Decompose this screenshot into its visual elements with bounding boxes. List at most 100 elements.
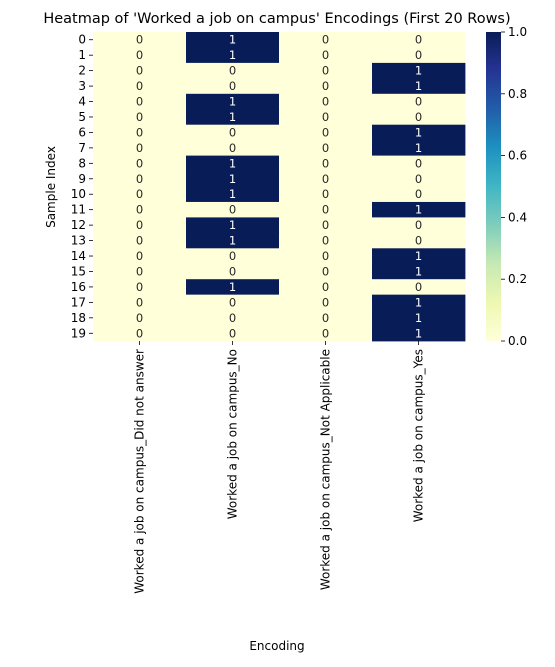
- heatmap-cell: [279, 171, 373, 187]
- cell-annotation: 0: [322, 280, 329, 294]
- heatmap-cell: [372, 155, 466, 172]
- cell-annotation: 1: [415, 79, 422, 93]
- cell-annotation: 0: [136, 125, 143, 139]
- cell-annotation: 0: [415, 48, 422, 62]
- heatmap-cell: [279, 294, 373, 311]
- heatmap-cell: [372, 201, 466, 218]
- cell-annotation: 0: [322, 141, 329, 155]
- y-tick-label: 17: [71, 295, 86, 309]
- cell-annotation: 0: [415, 33, 422, 47]
- heatmap-cell: [93, 93, 187, 110]
- y-tick-label: 4: [78, 95, 86, 109]
- heatmap-cell: [372, 78, 466, 95]
- y-tick-label: 19: [71, 326, 86, 340]
- heatmap-cell: [372, 263, 466, 280]
- cell-annotation: 1: [415, 141, 422, 155]
- heatmap-cell: [372, 62, 466, 79]
- heatmap-cell: [279, 217, 373, 234]
- heatmap-cell: [186, 186, 280, 203]
- cell-annotation: 1: [229, 33, 236, 47]
- cell-annotation: 0: [322, 125, 329, 139]
- heatmap-cell: [93, 201, 187, 218]
- heatmap-cell: [372, 171, 466, 187]
- cell-annotation: 1: [415, 125, 422, 139]
- colorbar-tick-label: 0.6: [508, 149, 527, 163]
- heatmap-cell: [372, 124, 466, 141]
- colorbar-tick-label: 1.0: [508, 25, 527, 39]
- y-tick-label: 14: [71, 249, 86, 263]
- heatmap-cell: [279, 32, 373, 48]
- heatmap-cell: [372, 310, 466, 326]
- cell-annotation: 0: [136, 110, 143, 124]
- heatmap-cell: [372, 186, 466, 203]
- cell-annotation: 0: [136, 249, 143, 263]
- heatmap-cell: [279, 62, 373, 79]
- cell-annotation: 1: [229, 187, 236, 201]
- cell-annotation: 1: [229, 48, 236, 62]
- cell-annotation: 0: [322, 156, 329, 170]
- y-tick-label: 2: [78, 64, 86, 78]
- cell-annotation: 0: [415, 110, 422, 124]
- y-tick-label: 10: [71, 187, 86, 201]
- heatmap-cell: [279, 248, 373, 265]
- cell-annotation: 0: [322, 95, 329, 109]
- heatmap-cell: [186, 47, 280, 64]
- colorbar-tick-label: 0.2: [508, 272, 527, 286]
- heatmap-cell: [186, 124, 280, 141]
- x-tick-label: Worked a job on campus_No: [226, 349, 240, 519]
- cell-annotation: 0: [322, 295, 329, 309]
- y-tick-label: 13: [71, 234, 86, 248]
- heatmap-cell: [93, 171, 187, 187]
- colorbar-tick-label: 0.4: [508, 210, 527, 224]
- cell-annotation: 0: [136, 64, 143, 78]
- cell-annotation: 0: [229, 249, 236, 263]
- heatmap-cell: [93, 294, 187, 311]
- heatmap-cell: [186, 232, 280, 249]
- x-axis-label: Encoding: [249, 639, 304, 653]
- heatmap-cell: [93, 217, 187, 234]
- heatmap-cell: [186, 263, 280, 280]
- cell-annotation: 0: [229, 64, 236, 78]
- cell-annotation: 0: [136, 326, 143, 340]
- cell-annotation: 0: [322, 311, 329, 325]
- colorbar-tick-label: 0.0: [508, 334, 527, 348]
- cell-annotation: 1: [415, 64, 422, 78]
- heatmap-cell: [279, 109, 373, 126]
- cell-annotation: 0: [136, 234, 143, 248]
- cell-annotation: 0: [136, 95, 143, 109]
- heatmap-cell: [93, 232, 187, 249]
- cell-annotation: 0: [322, 326, 329, 340]
- cell-annotation: 0: [322, 48, 329, 62]
- heatmap-cell: [279, 263, 373, 280]
- cell-annotation: 0: [415, 172, 422, 186]
- cell-annotation: 0: [322, 33, 329, 47]
- heatmap-cell: [93, 310, 187, 326]
- heatmap-cell: [372, 140, 466, 156]
- x-tick-label: Worked a job on campus_Did not answer: [133, 349, 147, 594]
- cell-annotation: 0: [136, 141, 143, 155]
- y-tick-label: 15: [71, 264, 86, 278]
- cell-annotation: 0: [415, 187, 422, 201]
- cell-annotation: 1: [415, 203, 422, 217]
- cell-annotation: 1: [415, 264, 422, 278]
- heatmap-cell: [186, 248, 280, 265]
- heatmap-cell: [186, 217, 280, 234]
- heatmap-cell: [372, 109, 466, 126]
- heatmap-cell: [186, 32, 280, 48]
- cell-annotation: 0: [136, 280, 143, 294]
- colorbar-tick-label: 0.8: [508, 87, 527, 101]
- cell-annotation: 0: [136, 156, 143, 170]
- heatmap-cell: [279, 140, 373, 156]
- heatmap-cell: [93, 78, 187, 95]
- heatmap-cell: [279, 93, 373, 110]
- heatmap-cell: [186, 310, 280, 326]
- y-tick-label: 16: [71, 280, 86, 294]
- cell-annotation: 0: [322, 172, 329, 186]
- cell-annotation: 0: [136, 311, 143, 325]
- heatmap-cell: [186, 93, 280, 110]
- cell-annotation: 1: [229, 218, 236, 232]
- heatmap-cell: [372, 93, 466, 110]
- cell-annotation: 0: [136, 79, 143, 93]
- heatmap-cell: [279, 155, 373, 172]
